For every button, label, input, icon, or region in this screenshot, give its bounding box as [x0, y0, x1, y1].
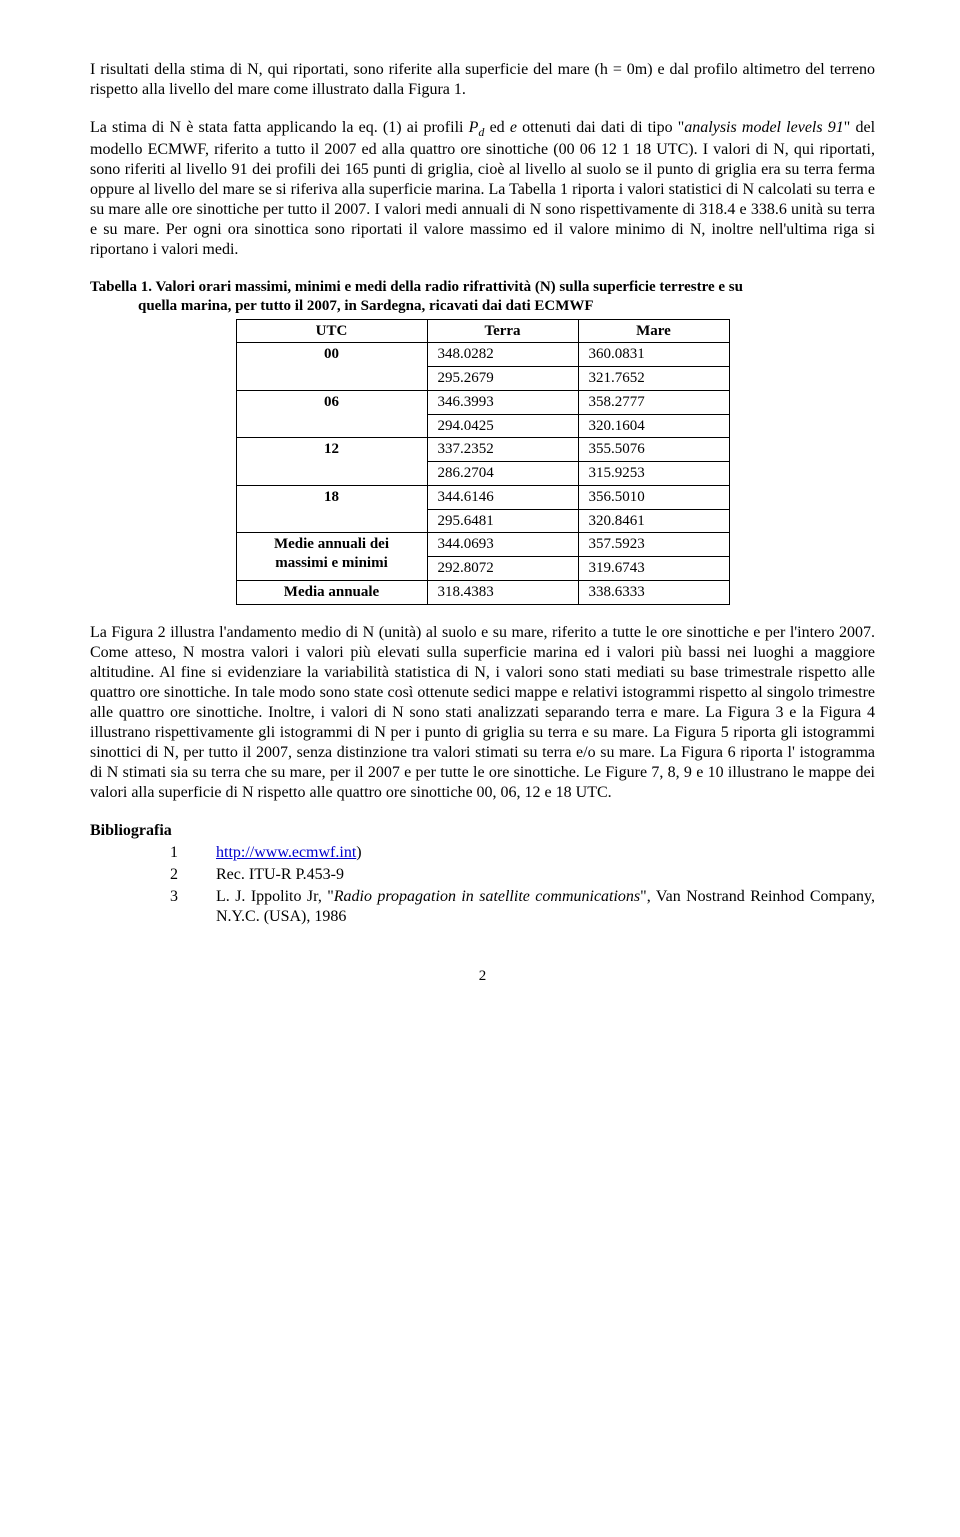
terra-min: 295.6481 [427, 509, 578, 533]
header-terra: Terra [427, 319, 578, 343]
table-row: 06 346.3993 358.2777 [236, 390, 729, 414]
medie-mare-max: 357.5923 [578, 533, 729, 557]
terra-max: 337.2352 [427, 438, 578, 462]
medie-terra-max: 344.0693 [427, 533, 578, 557]
table-row: 12 337.2352 355.5076 [236, 438, 729, 462]
terra-min: 295.2679 [427, 367, 578, 391]
mare-max: 358.2777 [578, 390, 729, 414]
mare-min: 315.9253 [578, 462, 729, 486]
bib-link-ecmwf[interactable]: http://www.ecmwf.int [216, 844, 356, 861]
utc-cell: 12 [236, 438, 427, 486]
terra-max: 348.0282 [427, 343, 578, 367]
caption-line-2: quella marina, per tutto il 2007, in Sar… [90, 297, 875, 316]
terra-max: 346.3993 [427, 390, 578, 414]
text: ottenuti dai dati di tipo " [517, 119, 684, 136]
table-row-media-annuale: Media annuale 318.4383 338.6333 [236, 580, 729, 604]
text: La stima di N è stata fatta applicando l… [90, 119, 469, 136]
utc-cell: 18 [236, 485, 427, 533]
media-annuale-mare: 338.6333 [578, 580, 729, 604]
bibliography-heading: Bibliografia [90, 821, 875, 841]
bib-item-2: Rec. ITU-R P.453-9 [170, 865, 875, 885]
symbol-e: e [510, 119, 517, 136]
text: Medie annuali dei [274, 536, 389, 552]
terra-min: 294.0425 [427, 414, 578, 438]
medie-mare-min: 319.6743 [578, 557, 729, 581]
mare-min: 320.8461 [578, 509, 729, 533]
mare-max: 355.5076 [578, 438, 729, 462]
media-annuale-terra: 318.4383 [427, 580, 578, 604]
media-annuale-label: Media annuale [236, 580, 427, 604]
mare-min: 321.7652 [578, 367, 729, 391]
medie-label: Medie annuali dei massimi e minimi [236, 533, 427, 581]
symbol-P: P [469, 119, 479, 136]
header-mare: Mare [578, 319, 729, 343]
bib-item-1: http://www.ecmwf.int) [170, 843, 875, 863]
bib-item-3: L. J. Ippolito Jr, "Radio propagation in… [170, 887, 875, 927]
text: ) [356, 844, 361, 861]
table-caption: Tabella 1. Valori orari massimi, minimi … [90, 278, 875, 316]
terra-max: 344.6146 [427, 485, 578, 509]
text: L. J. Ippolito Jr, " [216, 888, 334, 905]
text: Rec. ITU-R P.453-9 [216, 866, 344, 883]
paragraph-3: La Figura 2 illustra l'andamento medio d… [90, 623, 875, 803]
caption-line-1: Tabella 1. Valori orari massimi, minimi … [90, 279, 743, 295]
mare-max: 356.5010 [578, 485, 729, 509]
paragraph-1: I risultati della stima di N, qui riport… [90, 60, 875, 100]
table-row-medie: Medie annuali dei massimi e minimi 344.0… [236, 533, 729, 557]
text: massimi e minimi [275, 555, 388, 571]
table-radio-rifrattivita: UTC Terra Mare 00 348.0282 360.0831 295.… [236, 319, 730, 605]
utc-cell: 00 [236, 343, 427, 391]
utc-cell: 06 [236, 390, 427, 438]
paragraph-2: La stima di N è stata fatta applicando l… [90, 118, 875, 260]
mare-max: 360.0831 [578, 343, 729, 367]
header-utc: UTC [236, 319, 427, 343]
table-header-row: UTC Terra Mare [236, 319, 729, 343]
page-number: 2 [90, 967, 875, 986]
medie-terra-min: 292.8072 [427, 557, 578, 581]
terra-min: 286.2704 [427, 462, 578, 486]
model-name: analysis model levels 91 [684, 119, 843, 136]
mare-min: 320.1604 [578, 414, 729, 438]
table-row: 18 344.6146 356.5010 [236, 485, 729, 509]
table-row: 00 348.0282 360.0831 [236, 343, 729, 367]
text: " del modello ECMWF, riferito a tutto il… [90, 119, 875, 258]
bibliography-list: http://www.ecmwf.int) Rec. ITU-R P.453-9… [90, 843, 875, 927]
bib-title: Radio propagation in satellite communica… [334, 888, 640, 905]
text: ed [484, 119, 509, 136]
